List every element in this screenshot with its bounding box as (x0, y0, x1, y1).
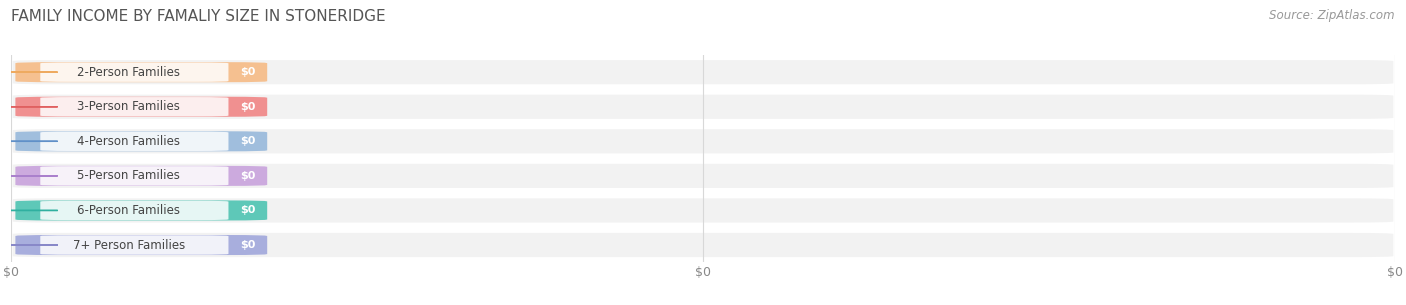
FancyBboxPatch shape (41, 235, 228, 255)
Text: 2-Person Families: 2-Person Families (77, 66, 180, 79)
Text: $0: $0 (240, 240, 256, 250)
Text: 6-Person Families: 6-Person Families (77, 204, 180, 217)
FancyBboxPatch shape (13, 198, 1393, 223)
FancyBboxPatch shape (41, 97, 228, 117)
Text: 4-Person Families: 4-Person Families (77, 135, 180, 148)
FancyBboxPatch shape (13, 60, 1393, 84)
Text: $0: $0 (240, 136, 256, 146)
FancyBboxPatch shape (13, 95, 1393, 119)
FancyBboxPatch shape (41, 63, 228, 82)
Text: 5-Person Families: 5-Person Families (77, 169, 180, 182)
Text: 3-Person Families: 3-Person Families (77, 100, 180, 113)
Text: $0: $0 (240, 67, 256, 77)
Text: $0: $0 (240, 102, 256, 112)
FancyBboxPatch shape (13, 129, 1393, 153)
FancyBboxPatch shape (41, 201, 228, 220)
FancyBboxPatch shape (15, 62, 267, 82)
Text: Source: ZipAtlas.com: Source: ZipAtlas.com (1270, 9, 1395, 22)
Text: $0: $0 (240, 206, 256, 215)
Text: FAMILY INCOME BY FAMALIY SIZE IN STONERIDGE: FAMILY INCOME BY FAMALIY SIZE IN STONERI… (11, 9, 385, 24)
FancyBboxPatch shape (15, 131, 267, 151)
FancyBboxPatch shape (15, 166, 267, 186)
FancyBboxPatch shape (15, 200, 267, 221)
Text: $0: $0 (240, 171, 256, 181)
FancyBboxPatch shape (13, 164, 1393, 188)
FancyBboxPatch shape (41, 132, 228, 151)
FancyBboxPatch shape (15, 97, 267, 117)
FancyBboxPatch shape (13, 233, 1393, 257)
Text: 7+ Person Families: 7+ Person Families (73, 239, 186, 252)
FancyBboxPatch shape (41, 166, 228, 185)
FancyBboxPatch shape (15, 235, 267, 255)
